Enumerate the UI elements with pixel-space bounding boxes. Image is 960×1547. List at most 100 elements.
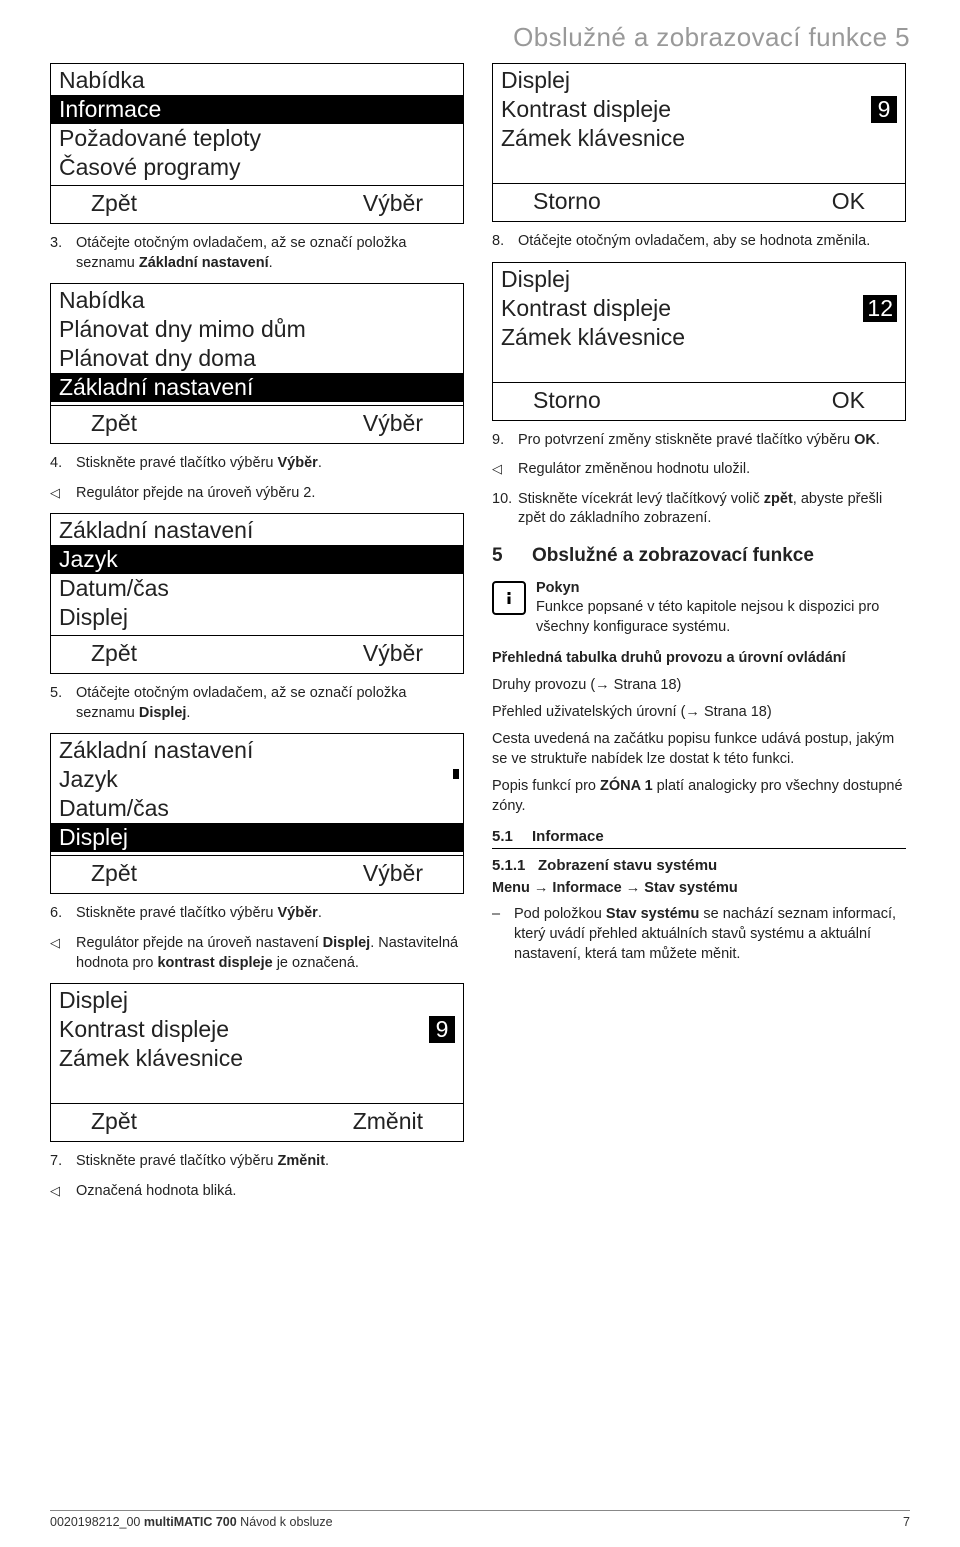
value-badge: 9 bbox=[429, 1016, 455, 1043]
scroll-thumb bbox=[453, 769, 459, 779]
step-num: 10. bbox=[492, 490, 518, 529]
step-num: 8. bbox=[492, 232, 518, 252]
ok-button-label: Výběr bbox=[363, 860, 423, 887]
list-item: Kontrast displeje9 bbox=[493, 95, 905, 124]
menu-list: Jazyk Datum/čas Displej bbox=[51, 545, 463, 636]
step-num: 4. bbox=[50, 454, 76, 474]
note-6: ◁ Regulátor přejde na úroveň nastavení D… bbox=[50, 934, 464, 973]
list-item: Kontrast displeje12 bbox=[493, 294, 905, 323]
menu-nabidka-2: Nabídka Plánovat dny mimo dům Plánovat d… bbox=[50, 283, 464, 444]
heading-text: Informace bbox=[532, 828, 604, 845]
bullet-dash: – bbox=[492, 904, 514, 964]
heading-text: Zobrazení stavu systému bbox=[538, 857, 717, 874]
menu-zakladni-2: Základní nastavení Jazyk Datum/čas Displ… bbox=[50, 733, 464, 894]
menu-list: Informace Požadované teploty Časové prog… bbox=[51, 95, 463, 186]
note-text: Regulátor změněnou hodnotu uložil. bbox=[518, 460, 906, 480]
list-item: Plánovat dny doma bbox=[51, 344, 463, 373]
menu-path: Menu → Informace → Stav systému bbox=[492, 880, 906, 896]
menu-list: Kontrast displeje12 Zámek klávesnice bbox=[493, 294, 905, 383]
heading-num: 5.1.1 bbox=[492, 857, 538, 874]
list-item: Displej bbox=[51, 823, 463, 852]
step-text: Stiskněte pravé tlačítko výběru Výběr. bbox=[76, 904, 464, 924]
menu-displej-3: Displej Kontrast displeje12 Zámek kláves… bbox=[492, 262, 906, 421]
overview-line: Přehled uživatelských úrovní (→ Strana 1… bbox=[492, 702, 906, 722]
menu-nabidka-1: Nabídka Informace Požadované teploty Čas… bbox=[50, 63, 464, 224]
step-text: Pro potvrzení změny stiskněte pravé tlač… bbox=[518, 431, 906, 451]
back-button-label: Storno bbox=[533, 387, 601, 414]
step-num: 9. bbox=[492, 431, 518, 451]
note-text: Regulátor přejde na úroveň výběru 2. bbox=[76, 484, 464, 504]
heading-num: 5 bbox=[492, 545, 532, 567]
value-badge: 9 bbox=[871, 96, 897, 123]
list-item: Časové programy bbox=[51, 153, 463, 182]
step-text: Otáčejte otočným ovladačem, aby se hodno… bbox=[518, 232, 906, 252]
note-text: Regulátor přejde na úroveň nastavení Dis… bbox=[76, 934, 464, 973]
step-8: 8. Otáčejte otočným ovladačem, aby se ho… bbox=[492, 232, 906, 252]
result-icon: ◁ bbox=[50, 934, 76, 973]
footer-left: 0020198212_00 multiMATIC 700 Návod k obs… bbox=[50, 1515, 333, 1529]
menu-title: Základní nastavení bbox=[51, 514, 463, 545]
bullet-text: Pod položkou Stav systému se nachází sez… bbox=[514, 904, 906, 964]
menu-title: Nabídka bbox=[51, 64, 463, 95]
list-item: Datum/čas bbox=[51, 574, 463, 603]
ok-button-label: Výběr bbox=[363, 190, 423, 217]
list-item: Kontrast displeje9 bbox=[51, 1015, 463, 1044]
step-3: 3. Otáčejte otočným ovladačem, až se ozn… bbox=[50, 234, 464, 273]
info-icon bbox=[492, 581, 526, 615]
back-button-label: Zpět bbox=[91, 860, 137, 887]
step-10: 10. Stiskněte vícekrát levý tlačítkový v… bbox=[492, 490, 906, 529]
page-footer: 0020198212_00 multiMATIC 700 Návod k obs… bbox=[50, 1510, 910, 1529]
right-column: Displej Kontrast displeje9 Zámek klávesn… bbox=[492, 63, 906, 1211]
step-num: 6. bbox=[50, 904, 76, 924]
heading-5-1-1: 5.1.1 Zobrazení stavu systému bbox=[492, 857, 906, 874]
list-item: Displej bbox=[51, 603, 463, 632]
list-item: Plánovat dny mimo dům bbox=[51, 315, 463, 344]
ok-button-label: Výběr bbox=[363, 410, 423, 437]
list-item: Jazyk bbox=[51, 545, 463, 574]
note-4: ◁ Regulátor přejde na úroveň výběru 2. bbox=[50, 484, 464, 504]
value-badge: 12 bbox=[863, 295, 897, 322]
info-box: Pokyn Funkce popsané v této kapitole nej… bbox=[492, 579, 906, 638]
step-num: 3. bbox=[50, 234, 76, 273]
list-item: Zámek klávesnice bbox=[493, 124, 905, 153]
page-header: Obslužné a zobrazovací funkce 5 bbox=[50, 22, 910, 53]
left-column: Nabídka Informace Požadované teploty Čas… bbox=[50, 63, 464, 1211]
note-7: ◁ Označená hodnota bliká. bbox=[50, 1182, 464, 1202]
heading-5: 5 Obslužné a zobrazovací funkce bbox=[492, 545, 906, 567]
heading-num: 5.1 bbox=[492, 828, 532, 845]
step-text: Stiskněte pravé tlačítko výběru Výběr. bbox=[76, 454, 464, 474]
overview-line: Druhy provozu (→ Strana 18) bbox=[492, 675, 906, 695]
menu-title: Displej bbox=[493, 263, 905, 294]
scroll-thumb bbox=[453, 99, 459, 109]
result-icon: ◁ bbox=[50, 484, 76, 504]
list-item: Základní nastavení bbox=[51, 373, 463, 402]
back-button-label: Storno bbox=[533, 188, 601, 215]
step-num: 7. bbox=[50, 1152, 76, 1172]
step-9: 9. Pro potvrzení změny stiskněte pravé t… bbox=[492, 431, 906, 451]
step-text: Otáčejte otočným ovladačem, až se označí… bbox=[76, 684, 464, 723]
menu-list: Kontrast displeje9 Zámek klávesnice bbox=[493, 95, 905, 184]
menu-list: Plánovat dny mimo dům Plánovat dny doma … bbox=[51, 315, 463, 406]
list-item: Informace bbox=[51, 95, 463, 124]
scroll-thumb bbox=[453, 377, 459, 387]
list-item: Jazyk bbox=[51, 765, 463, 794]
step-6: 6. Stiskněte pravé tlačítko výběru Výběr… bbox=[50, 904, 464, 924]
back-button-label: Zpět bbox=[91, 640, 137, 667]
menu-title: Nabídka bbox=[51, 284, 463, 315]
ok-button-label: OK bbox=[832, 387, 865, 414]
overview-heading: Přehledná tabulka druhů provozu a úrovní… bbox=[492, 648, 906, 668]
step-5: 5. Otáčejte otočným ovladačem, až se ozn… bbox=[50, 684, 464, 723]
step-text: Stiskněte vícekrát levý tlačítkový volič… bbox=[518, 490, 906, 529]
back-button-label: Zpět bbox=[91, 190, 137, 217]
menu-list: Jazyk Datum/čas Displej bbox=[51, 765, 463, 856]
list-item: Požadované teploty bbox=[51, 124, 463, 153]
paragraph: Popis funkcí pro ZÓNA 1 platí analogicky… bbox=[492, 776, 906, 816]
ok-button-label: Změnit bbox=[353, 1108, 423, 1135]
paragraph: Cesta uvedená na začátku popisu funkce u… bbox=[492, 729, 906, 769]
info-text: Pokyn Funkce popsané v této kapitole nej… bbox=[536, 579, 906, 638]
menu-title: Displej bbox=[51, 984, 463, 1015]
note-text: Označená hodnota bliká. bbox=[76, 1182, 464, 1202]
back-button-label: Zpět bbox=[91, 410, 137, 437]
back-button-label: Zpět bbox=[91, 1108, 137, 1135]
menu-zakladni-1: Základní nastavení Jazyk Datum/čas Displ… bbox=[50, 513, 464, 674]
